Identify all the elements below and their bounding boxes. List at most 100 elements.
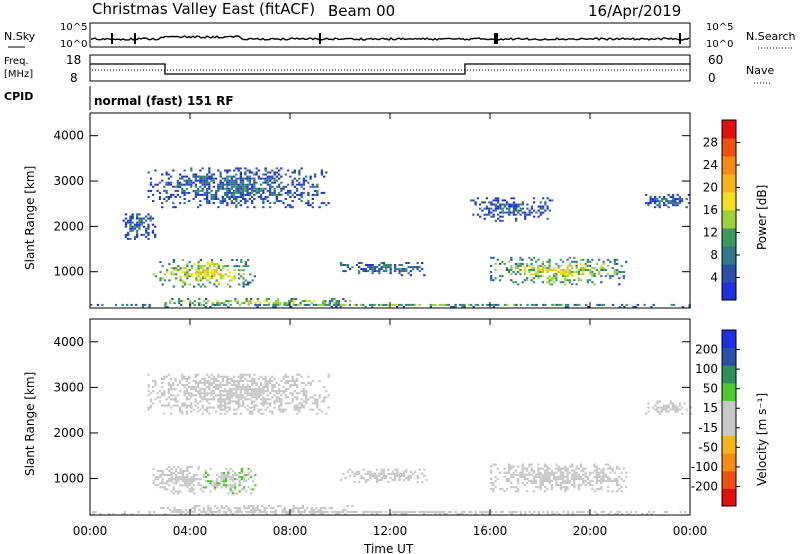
power-cell: [519, 262, 522, 265]
velocity-cell: [190, 482, 193, 485]
power-cell: [532, 267, 536, 269]
velocity-cell: [647, 402, 650, 405]
power-cell: [187, 298, 190, 300]
power-cell: [213, 263, 216, 266]
velocity-cell: [261, 510, 264, 513]
power-cell: [497, 217, 500, 220]
velocity-cell: [192, 408, 195, 411]
velocity-cell: [253, 406, 256, 409]
power-cell: [687, 202, 690, 205]
power-cell: [506, 201, 509, 204]
velocity-cell: [169, 509, 172, 512]
velocity-cell: [224, 375, 227, 378]
power-cell: [195, 277, 198, 280]
velocity-cell: [217, 386, 220, 389]
power-cell: [488, 303, 491, 306]
velocity-cell: [490, 510, 493, 513]
power-cell: [131, 217, 134, 220]
velocity-cell: [179, 476, 182, 479]
velocity-cell: [681, 412, 684, 415]
velocity-cell: [228, 392, 231, 395]
velocity-cell: [532, 471, 536, 474]
power-cell: [550, 279, 553, 282]
velocity-cell: [194, 400, 197, 403]
power-cell: [284, 185, 287, 188]
velocity-cell: [546, 471, 549, 474]
velocity-cell: [508, 477, 511, 480]
velocity-cell: [172, 488, 175, 491]
velocity-cell: [163, 377, 166, 380]
velocity-cell: [441, 510, 444, 513]
power-cell: [652, 303, 655, 306]
power-cell: [523, 267, 527, 269]
velocity-cell: [188, 465, 191, 468]
velocity-cell: [271, 379, 274, 382]
velocity-cell: [190, 396, 193, 399]
power-cell: [260, 193, 263, 196]
velocity-cell: [156, 396, 159, 399]
power-cell: [360, 303, 363, 306]
power-cell: [416, 266, 419, 269]
velocity-cell: [217, 379, 220, 382]
power-cell: [129, 221, 132, 224]
velocity-cell: [250, 509, 253, 512]
power-cell: [90, 303, 93, 306]
power-cell: [148, 306, 151, 308]
velocity-cell: [225, 478, 228, 481]
power-cell: [564, 306, 567, 308]
power-cell: [275, 171, 278, 174]
power-cell: [219, 183, 222, 186]
power-cell: [314, 175, 317, 178]
power-cell: [544, 303, 547, 306]
velocity-cell: [253, 404, 256, 407]
velocity-cell: [249, 476, 252, 479]
velocity-cell: [228, 394, 231, 397]
velocity-cell: [246, 386, 249, 389]
velocity-cell: [530, 473, 533, 476]
power-cell: [593, 275, 596, 278]
velocity-cell: [204, 480, 208, 483]
power-cell: [342, 303, 345, 306]
power-cell: [136, 235, 139, 238]
velocity-cell: [620, 477, 623, 480]
power-cell: [152, 185, 155, 188]
velocity-cell: [235, 384, 238, 387]
velocity-cell: [246, 398, 249, 401]
power-cell: [505, 267, 509, 269]
power-cell: [197, 193, 200, 196]
power-cell: [528, 269, 531, 271]
power-cell: [676, 202, 679, 205]
power-cell: [378, 264, 381, 266]
power-cell: [154, 225, 157, 228]
velocity-cell: [217, 400, 220, 403]
velocity-cell: [157, 478, 160, 481]
velocity-cell: [658, 406, 661, 409]
velocity-cell: [247, 505, 250, 508]
velocity-cell: [369, 474, 372, 477]
power-cell: [687, 193, 690, 196]
velocity-cell: [210, 384, 213, 387]
velocity-cell: [243, 507, 246, 510]
power-cell: [371, 264, 374, 266]
power-cell: [204, 306, 207, 308]
velocity-cell: [264, 402, 267, 405]
velocity-cell: [206, 398, 209, 401]
velocity-cell: [280, 390, 283, 393]
velocity-cell: [243, 476, 246, 479]
velocity-colorbar-tick-label: -50: [698, 440, 718, 454]
velocity-cell: [298, 410, 301, 413]
velocity-cell: [201, 404, 204, 407]
power-cell: [219, 185, 222, 188]
velocity-cell: [557, 484, 560, 487]
power-cell: [418, 266, 421, 269]
power-cell: [355, 264, 358, 266]
velocity-cell: [245, 510, 248, 513]
power-cell: [237, 202, 240, 205]
velocity-cell: [237, 394, 240, 397]
velocity-cell: [162, 507, 165, 510]
velocity-cell: [166, 482, 169, 485]
power-cell: [175, 269, 178, 272]
power-cell: [299, 303, 302, 306]
velocity-cell: [296, 404, 299, 407]
